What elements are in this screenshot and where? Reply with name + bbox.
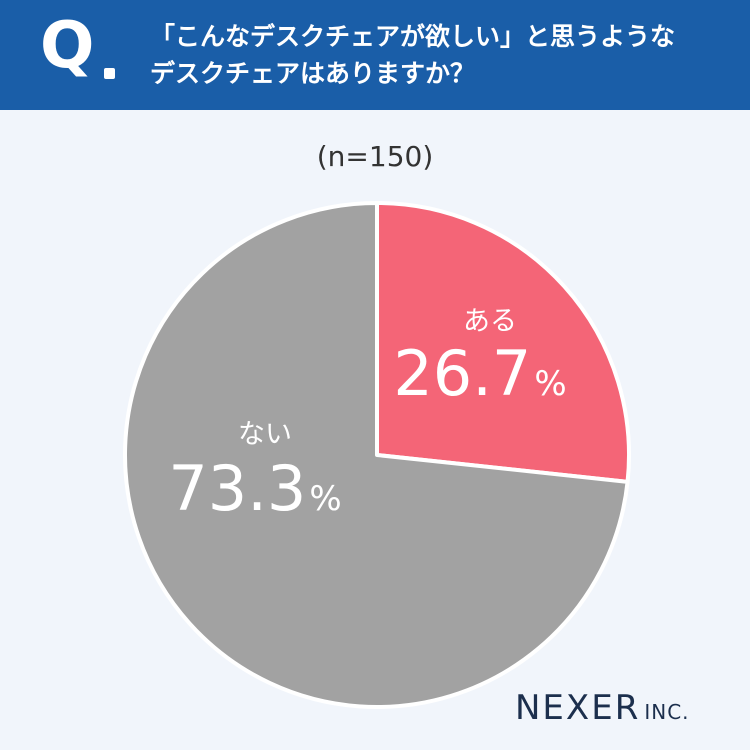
brand-name: NEXER: [515, 688, 641, 728]
slice-value-number-no: 73.3: [168, 452, 306, 525]
slice-value-no: 73.3%: [168, 452, 341, 525]
question-mark-dot: [104, 68, 115, 79]
slice-value-number-yes: 26.7: [393, 337, 531, 410]
question-text: 「こんなデスクチェアが欲しい」と思うような デスクチェアはありますか？: [150, 18, 730, 92]
slice-label-yes: ある: [463, 306, 517, 337]
question-header: Q 「こんなデスクチェアが欲しい」と思うような デスクチェアはありますか？: [0, 0, 750, 110]
slice-value-yes: 26.7%: [393, 337, 566, 410]
slice-value-unit-yes: %: [534, 364, 566, 404]
pie-slice-yes: [375, 201, 631, 484]
company-logo: NEXER INC.: [515, 688, 690, 728]
question-line-1: 「こんなデスクチェアが欲しい」と思うような: [150, 22, 676, 51]
brand-suffix: INC.: [644, 700, 690, 724]
slice-value-unit-no: %: [309, 479, 341, 519]
question-line-2: デスクチェアはありますか？: [150, 59, 476, 88]
slice-label-no: ない: [238, 419, 292, 450]
pie-slice-no: [123, 201, 630, 709]
question-mark: Q: [40, 9, 95, 83]
sample-size-label: (n=150): [316, 140, 434, 173]
